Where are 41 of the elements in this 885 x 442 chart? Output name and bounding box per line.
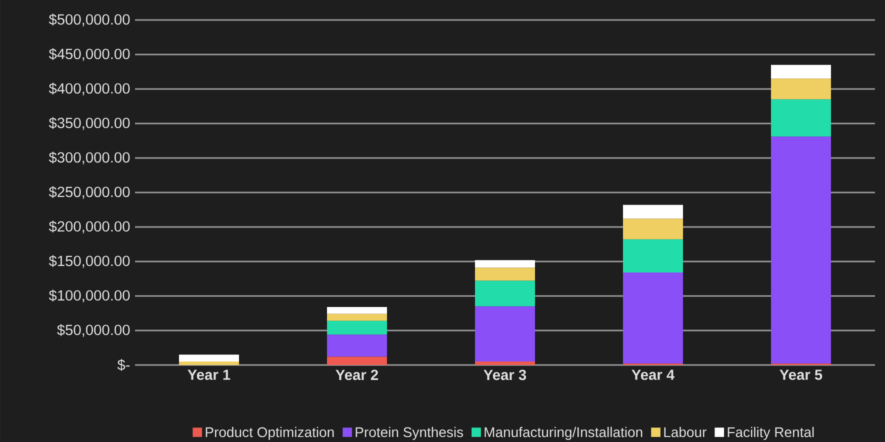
- bar: [770, 78, 831, 100]
- bar: [327, 314, 388, 321]
- legend-label: Facility Rental: [728, 426, 814, 440]
- legend-label: Labour: [664, 426, 706, 438]
- bar: [770, 136, 831, 364]
- x-tick-label: Year 1: [188, 370, 230, 380]
- bar: [475, 280, 535, 306]
- bar: [770, 64, 831, 79]
- y-tick-label: $50,000.00: [57, 324, 130, 337]
- bar: [770, 99, 831, 137]
- bar: [179, 354, 240, 362]
- x-tick-label: Year 5: [780, 370, 822, 380]
- bar: [327, 334, 388, 357]
- y-tick-label: $350,000.00: [48, 117, 130, 130]
- x-tick-label: Year 3: [484, 370, 526, 380]
- y-tick-label: $200,000.00: [48, 220, 130, 234]
- legend-label: Protein Synthesis: [356, 426, 464, 440]
- bar: [327, 356, 388, 365]
- bar: [622, 204, 683, 219]
- y-tick-label: $150,000.00: [48, 255, 130, 268]
- y-tick-label: $300,000.00: [48, 152, 130, 164]
- legend-label: Manufacturing/Installation: [484, 426, 642, 440]
- x-tick-label: Year 2: [336, 370, 378, 380]
- y-tick-label: $400,000.00: [48, 82, 130, 96]
- bar: [622, 239, 683, 273]
- bar: [327, 320, 388, 335]
- bar: [475, 362, 535, 365]
- bar: [179, 362, 240, 365]
- bar: [622, 218, 683, 240]
- bar: [475, 268, 535, 281]
- legend-label: Product Optimization: [206, 426, 334, 440]
- y-tick-label: $500,000.00: [48, 14, 130, 26]
- y-tick-label: $100,000.00: [48, 290, 130, 302]
- y-tick-label: $250,000.00: [48, 186, 130, 199]
- bar: [475, 260, 535, 268]
- y-tick-label: $-: [117, 359, 130, 371]
- x-tick-label: Year 4: [632, 370, 675, 380]
- bar: [622, 272, 683, 364]
- y-tick-label: $450,000.00: [48, 48, 130, 61]
- bar: [475, 306, 535, 362]
- bar: [327, 307, 388, 314]
